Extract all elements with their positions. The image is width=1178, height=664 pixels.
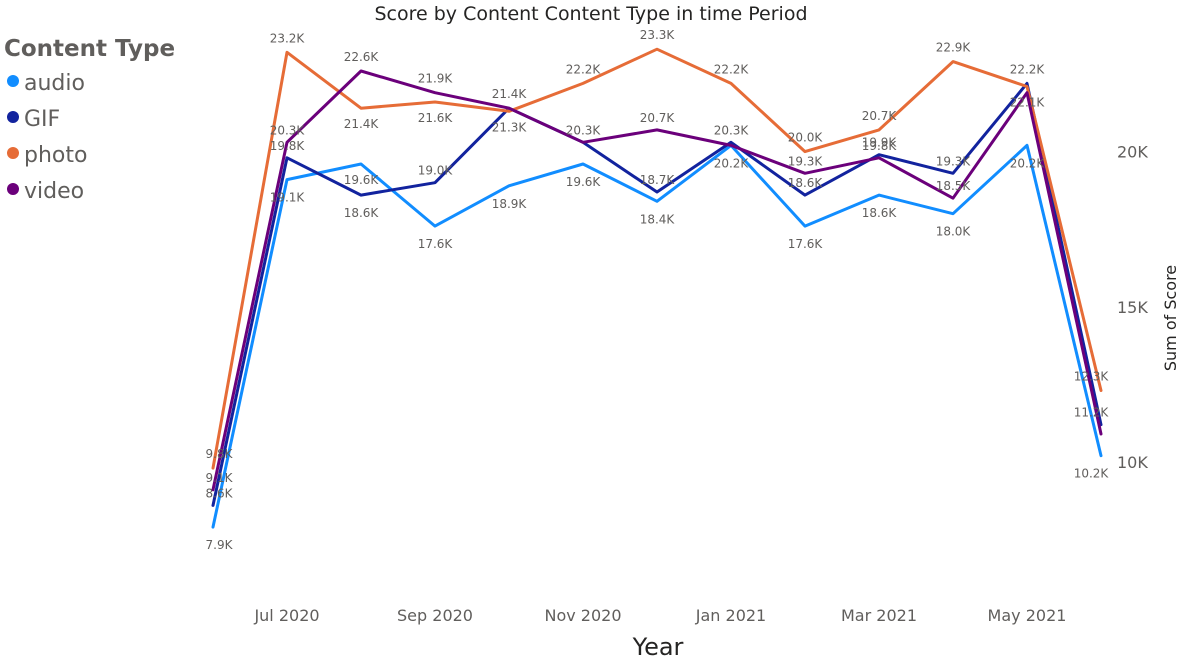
y-axis-title: Sum of Score [1161,265,1178,371]
y-axis: 10K 15K 20K [1117,143,1148,472]
data-label: 18.6K [862,206,898,220]
series-lines [211,47,1103,529]
legend-label-gif: GIF [24,107,60,132]
legend-label-photo: photo [24,143,87,168]
y-tick-label: 20K [1117,143,1148,162]
x-tick-label: Nov 2020 [544,606,621,625]
data-label: 21.4K [492,87,528,101]
y-tick-label: 10K [1117,453,1148,472]
data-label: 22.2K [566,62,602,76]
data-label: 20.3K [566,123,602,137]
data-label: 18.6K [344,206,380,220]
data-label: 19.8K [862,139,898,153]
data-label: 19.9K [862,136,898,150]
series-line-video [211,69,1103,492]
data-label: 9.1K [206,471,234,485]
chart-title: Score by Content Content Type in time Pe… [374,3,807,25]
data-label: 21.3K [492,120,528,134]
x-tick-label: Sep 2020 [397,606,473,625]
legend-label-audio: audio [24,71,85,96]
data-label: 20.7K [862,109,898,123]
legend-label-video: video [24,179,84,204]
data-label: 20.3K [270,123,306,137]
legend-marker-photo [7,147,19,159]
data-label: 19.0K [418,164,454,178]
data-label: 19.1K [270,191,306,205]
data-label: 19.3K [788,154,824,168]
data-label: 22.2K [1010,62,1046,76]
data-label: 21.9K [418,72,454,86]
data-label: 20.2K [1010,156,1046,170]
series-line-gif [211,81,1103,507]
data-label: 11.2K [1074,406,1110,420]
data-label: 18.7K [640,173,676,187]
data-label: 21.6K [418,111,454,125]
legend-marker-video [7,183,19,195]
legend-title: Content Type [4,36,175,62]
data-label: 18.4K [640,212,676,226]
data-label: 20.7K [640,111,676,125]
data-label: 18.5K [936,179,972,193]
data-label: 19.6K [566,175,602,189]
x-axis: Jul 2020 Sep 2020 Nov 2020 Jan 2021 Mar 2021… [253,606,1066,625]
data-label: 19.6K [344,173,380,187]
y-tick-label: 15K [1117,298,1148,317]
data-label: 22.6K [344,50,380,64]
series-line-photo [211,47,1103,470]
data-label: 21.4K [344,117,380,131]
x-tick-label: Mar 2021 [841,606,917,625]
x-tick-label: May 2021 [988,606,1067,625]
x-axis-title: Year [632,633,684,661]
data-label: 19.8K [270,139,306,153]
data-labels: 7.9K 8.6K 9.8K 9.1K 19.1K 19.8K 23.2K 20.3K 19.6… [206,28,1110,552]
data-label: 18.6K [788,176,824,190]
data-label: 20.0K [788,131,824,145]
legend-marker-audio [7,75,19,87]
data-label: 22.2K [714,62,750,76]
data-label: 23.3K [640,28,676,42]
data-label: 23.2K [270,31,306,45]
data-label: 17.6K [418,237,454,251]
series-line-audio [211,143,1103,529]
data-label: 22.9K [936,41,972,55]
data-label: 20.2K [714,156,750,170]
data-label: 19.3K [936,154,972,168]
data-label: 8.6K [206,486,234,500]
data-label: 20.3K [714,123,750,137]
data-label: 17.6K [788,237,824,251]
data-label: 10.2K [1074,467,1110,481]
x-tick-label: Jan 2021 [695,606,766,625]
data-label: 18.0K [936,225,972,239]
legend-marker-gif [7,111,19,123]
data-label: 22.1K [1010,95,1046,109]
data-label: 9.8K [206,447,234,461]
data-label: 12.3K [1074,370,1110,384]
legend: Content Type audio GIF photo video [4,36,175,204]
x-tick-label: Jul 2020 [253,606,319,625]
data-label: 7.9K [206,538,234,552]
data-label: 18.9K [492,197,528,211]
